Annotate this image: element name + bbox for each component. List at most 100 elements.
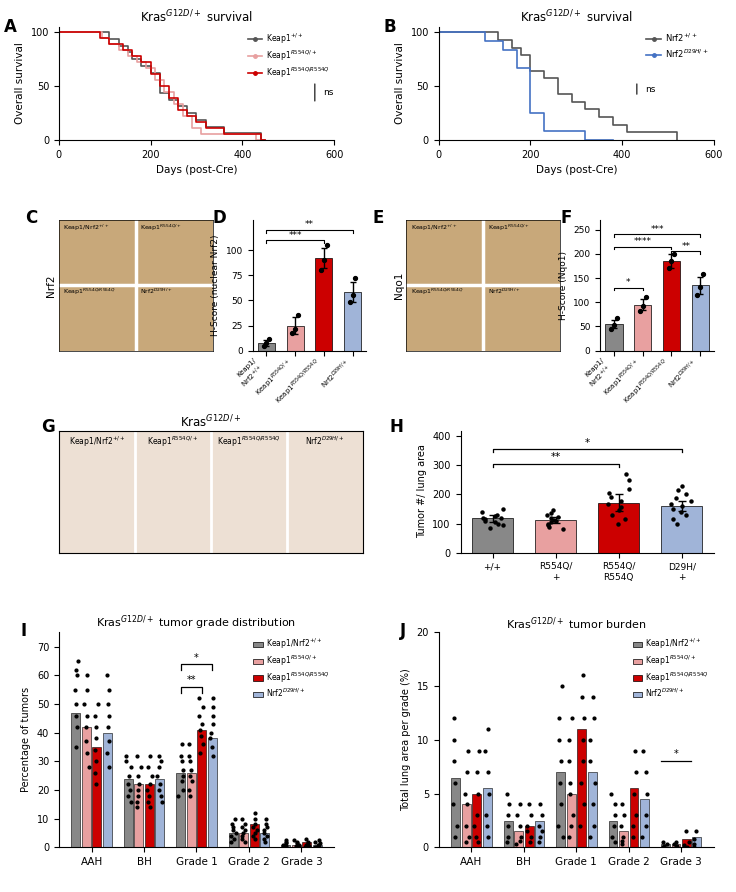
Bar xyxy=(229,833,238,847)
Bar xyxy=(472,518,513,552)
Bar xyxy=(609,821,618,847)
Bar xyxy=(124,779,132,847)
Bar xyxy=(473,794,481,847)
Bar xyxy=(661,844,670,847)
Y-axis label: Nrf2: Nrf2 xyxy=(46,274,56,296)
Y-axis label: Total lung area per grade (%): Total lung area per grade (%) xyxy=(401,668,411,812)
Text: H: H xyxy=(389,418,403,436)
Text: ns: ns xyxy=(323,88,333,97)
X-axis label: Days (post-Cre): Days (post-Cre) xyxy=(156,165,237,176)
Text: F: F xyxy=(561,210,572,227)
Text: I: I xyxy=(21,622,26,640)
Text: Keap1$^{R554Q/+}$: Keap1$^{R554Q/+}$ xyxy=(141,222,183,233)
Bar xyxy=(313,845,322,847)
Bar xyxy=(103,732,112,847)
Text: Keap1/Nrf2$^{+/+}$: Keap1/Nrf2$^{+/+}$ xyxy=(68,434,125,449)
Text: G: G xyxy=(40,418,54,436)
Text: Keap1$^{R554Q/R554Q}$: Keap1$^{R554Q/R554Q}$ xyxy=(217,434,281,449)
Text: Nrf2$^{D29H/+}$: Nrf2$^{D29H/+}$ xyxy=(305,434,344,447)
Bar xyxy=(135,784,144,847)
Bar xyxy=(577,729,586,847)
Bar xyxy=(483,789,492,847)
Title: Kras$^{G12D/+}$ tumor grade distribution: Kras$^{G12D/+}$ tumor grade distribution xyxy=(96,614,297,632)
Text: *: * xyxy=(673,749,679,759)
Text: Keap1/Nrf2$^{+/+}$: Keap1/Nrf2$^{+/+}$ xyxy=(63,222,110,233)
Bar xyxy=(239,833,248,847)
Bar xyxy=(682,838,691,847)
Bar xyxy=(71,713,80,847)
Bar xyxy=(344,293,361,351)
Bar xyxy=(587,772,596,847)
Y-axis label: Percentage of tumors: Percentage of tumors xyxy=(21,688,31,792)
Bar xyxy=(535,520,576,552)
Text: *: * xyxy=(626,278,631,287)
Text: *: * xyxy=(194,653,199,663)
Bar xyxy=(461,805,470,847)
Bar xyxy=(302,842,311,847)
Legend: Keap1/Nrf2$^{+/+}$, Keap1$^{R554Q/+}$, Keap1$^{R554Q/R554Q}$, Nrf2$^{D29H/+}$: Keap1/Nrf2$^{+/+}$, Keap1$^{R554Q/+}$, K… xyxy=(250,634,333,703)
Text: Keap1$^{R554Q/R554Q}$: Keap1$^{R554Q/R554Q}$ xyxy=(63,286,116,297)
Bar xyxy=(629,789,638,847)
Bar xyxy=(619,831,628,847)
Title: Kras$^{G12D/+}$ survival: Kras$^{G12D/+}$ survival xyxy=(140,9,253,26)
Y-axis label: Overall survival: Overall survival xyxy=(15,43,25,124)
Bar xyxy=(208,739,216,847)
Bar xyxy=(525,826,534,847)
Text: Keap1/Nrf2$^{+/+}$: Keap1/Nrf2$^{+/+}$ xyxy=(411,222,458,233)
Text: A: A xyxy=(4,18,17,36)
Text: *: * xyxy=(584,438,590,448)
Bar xyxy=(82,727,91,847)
Bar xyxy=(281,845,290,847)
Text: Keap1$^{R554Q/+}$: Keap1$^{R554Q/+}$ xyxy=(147,434,199,449)
Bar xyxy=(606,324,623,351)
Text: B: B xyxy=(383,18,396,36)
Bar xyxy=(258,343,275,351)
Text: **: ** xyxy=(305,220,314,229)
Y-axis label: Overall survival: Overall survival xyxy=(395,43,405,124)
Text: D: D xyxy=(213,210,227,227)
Bar xyxy=(250,824,258,847)
Bar xyxy=(177,772,185,847)
Bar xyxy=(155,779,164,847)
Legend: Keap1/Nrf2$^{+/+}$, Keap1$^{R554Q/+}$, Keap1$^{R554Q/R554Q}$, Nrf2$^{D29H/+}$: Keap1/Nrf2$^{+/+}$, Keap1$^{R554Q/+}$, K… xyxy=(630,634,712,703)
Bar xyxy=(567,794,576,847)
Bar xyxy=(145,784,154,847)
Bar xyxy=(663,261,680,351)
Bar xyxy=(640,799,649,847)
Text: Keap1$^{R554Q/+}$: Keap1$^{R554Q/+}$ xyxy=(488,222,530,233)
Bar xyxy=(451,778,460,847)
Text: **: ** xyxy=(551,452,561,462)
Legend: Keap1$^{+/+}$, Keap1$^{R554Q/+}$, Keap1$^{R554Q/R554Q}$: Keap1$^{+/+}$, Keap1$^{R554Q/+}$, Keap1$… xyxy=(245,29,333,83)
Text: **: ** xyxy=(186,675,196,685)
Y-axis label: H-Score (nuclear Nrf2): H-Score (nuclear Nrf2) xyxy=(211,235,220,336)
Y-axis label: Tumor #/ lung area: Tumor #/ lung area xyxy=(417,444,427,539)
Y-axis label: H-Score (Nqo1): H-Score (Nqo1) xyxy=(559,251,567,320)
Bar xyxy=(286,326,304,351)
Bar xyxy=(187,772,196,847)
Text: C: C xyxy=(25,210,38,227)
Text: J: J xyxy=(400,622,406,640)
Title: Kras$^{G12D/+}$: Kras$^{G12D/+}$ xyxy=(180,414,241,431)
Bar xyxy=(693,837,701,847)
X-axis label: Days (post-Cre): Days (post-Cre) xyxy=(536,165,617,176)
Text: Nrf2$^{D29H/+}$: Nrf2$^{D29H/+}$ xyxy=(141,286,173,296)
Bar xyxy=(556,772,565,847)
Text: ***: *** xyxy=(651,225,664,234)
Bar xyxy=(93,747,102,847)
Text: Nrf2$^{D29H/+}$: Nrf2$^{D29H/+}$ xyxy=(488,286,521,296)
Title: Kras$^{G12D/+}$ survival: Kras$^{G12D/+}$ survival xyxy=(520,9,633,26)
Bar xyxy=(291,845,300,847)
Legend: Nrf2$^{+/+}$, Nrf2$^{D29H/+}$: Nrf2$^{+/+}$, Nrf2$^{D29H/+}$ xyxy=(643,29,712,63)
Bar xyxy=(692,285,709,351)
Bar xyxy=(514,831,523,847)
Text: ****: **** xyxy=(634,237,652,246)
Bar xyxy=(662,506,702,552)
Y-axis label: Nqo1: Nqo1 xyxy=(394,271,403,299)
Bar xyxy=(671,844,680,847)
Bar xyxy=(598,502,640,552)
Text: Keap1$^{R554Q/R554Q}$: Keap1$^{R554Q/R554Q}$ xyxy=(411,286,464,297)
Bar xyxy=(535,821,544,847)
Text: E: E xyxy=(372,210,384,227)
Text: ***: *** xyxy=(289,230,302,240)
Title: Kras$^{G12D/+}$ tumor burden: Kras$^{G12D/+}$ tumor burden xyxy=(506,615,646,632)
